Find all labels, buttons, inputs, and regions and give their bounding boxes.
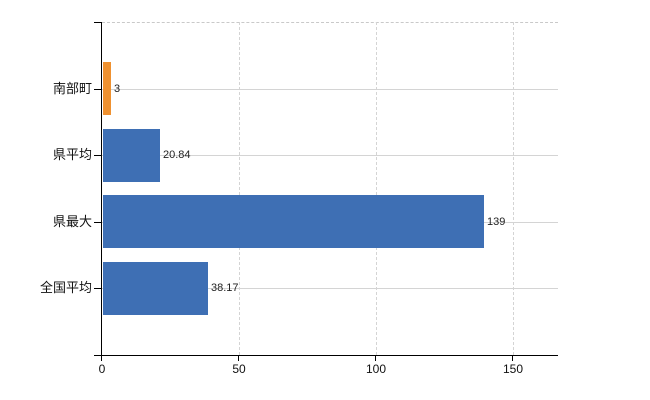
x-axis-tick-label: 50	[232, 362, 246, 376]
x-axis-tick-label: 0	[98, 362, 106, 376]
category-label: 全国平均	[39, 280, 92, 295]
bar-value-label: 20.84	[163, 149, 191, 161]
x-axis-tick	[512, 355, 513, 361]
y-axis-tick	[94, 89, 101, 90]
x-axis-tick-label: 100	[365, 362, 387, 376]
plot-top-border	[102, 22, 558, 23]
category-label: 南部町	[52, 81, 92, 96]
bar-2[interactable]	[103, 129, 160, 182]
vertical-gridline	[239, 22, 240, 355]
bar-value-label: 139	[487, 216, 506, 228]
vertical-gridline	[376, 22, 377, 355]
bar-4[interactable]	[103, 262, 208, 315]
category-label: 県平均	[52, 147, 92, 162]
y-axis-tick	[94, 155, 101, 156]
x-axis-tick-label: 150	[502, 362, 524, 376]
x-axis-tick	[238, 355, 239, 361]
bar-3[interactable]	[103, 195, 484, 248]
y-axis-line	[101, 22, 102, 361]
bar-value-label: 3	[114, 83, 121, 95]
horizontal-gridline	[102, 89, 558, 90]
bar-1[interactable]	[103, 62, 111, 115]
x-axis-tick	[375, 355, 376, 361]
bar-value-label: 38.17	[211, 282, 239, 294]
horizontal-gridline	[102, 155, 558, 156]
x-axis-line	[94, 355, 558, 356]
y-axis-tick	[94, 222, 101, 223]
y-axis-tick	[94, 288, 101, 289]
category-label: 県最大	[52, 214, 92, 229]
horizontal-gridline	[102, 288, 558, 289]
vertical-gridline	[513, 22, 514, 355]
y-axis-top-tick	[94, 22, 101, 23]
